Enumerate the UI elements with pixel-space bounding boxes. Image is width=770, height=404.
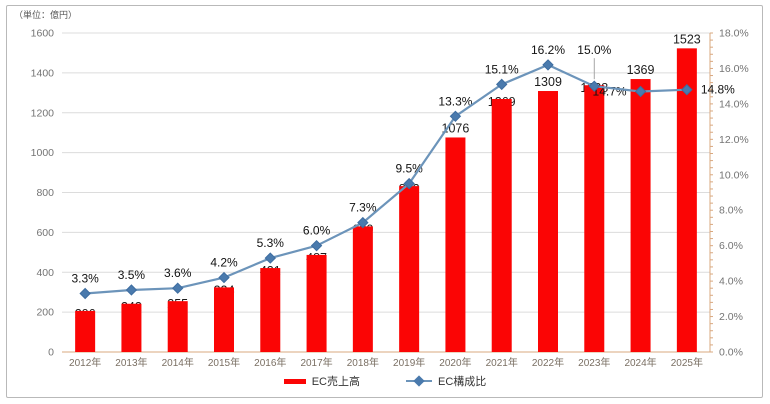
right-axis-tick: 12.0% xyxy=(719,134,749,146)
legend-item-sales: EC売上高 xyxy=(283,373,360,389)
right-axis-tick: 2.0% xyxy=(719,311,743,323)
bar-2014年 xyxy=(167,301,188,352)
ratio-label: 3.5% xyxy=(118,268,146,282)
bar-2013年 xyxy=(121,303,142,352)
diamond-marker-icon xyxy=(403,177,415,190)
diamond-marker-icon xyxy=(357,216,369,229)
legend-label-ratio: EC構成比 xyxy=(438,376,487,388)
diamond-marker-icon xyxy=(681,84,693,96)
diamond-marker-icon xyxy=(310,239,323,252)
bar-series-swatch-icon xyxy=(283,378,306,384)
x-axis-label: 2022年 xyxy=(532,356,564,369)
bar-2018年 xyxy=(352,226,373,352)
ratio-line xyxy=(84,63,688,295)
x-axis-label: 2015年 xyxy=(208,356,240,369)
legend-label-sales: EC売上高 xyxy=(311,376,360,388)
left-axis-tick: 1400 xyxy=(31,67,55,79)
ratio-label: 6.0% xyxy=(303,224,331,238)
unit-label: （単位：億円） xyxy=(14,10,78,20)
ratio-label: 3.6% xyxy=(164,266,192,280)
diamond-marker-icon xyxy=(172,282,184,294)
x-axis-label: 2012年 xyxy=(69,356,101,369)
bar-value-label: 1523 xyxy=(673,32,701,46)
diamond-marker-icon xyxy=(125,284,138,296)
diamond-marker-icon xyxy=(496,78,508,91)
bar-2012年 xyxy=(75,310,96,352)
ratio-label: 3.3% xyxy=(71,272,99,286)
left-axis-tick: 1000 xyxy=(31,147,55,159)
right-axis-tick: 18.0% xyxy=(719,28,749,40)
bar-2023年 xyxy=(584,85,605,352)
bar-2022年 xyxy=(538,91,558,352)
diamond-marker-icon xyxy=(264,252,276,264)
diamond-marker-icon xyxy=(449,110,462,123)
diamond-marker-icon xyxy=(588,80,600,92)
bar-2025年 xyxy=(676,48,697,353)
right-axis-tick: 0.0% xyxy=(719,347,743,359)
right-axis-tick: 10.0% xyxy=(719,169,749,181)
bar-2024年 xyxy=(630,79,651,352)
left-axis-tick: 1600 xyxy=(31,28,55,40)
diamond-marker-icon xyxy=(634,85,647,98)
x-axis-label: 2013年 xyxy=(115,356,147,369)
right-axis-tick: 14.0% xyxy=(719,98,749,110)
x-axis-label: 2021年 xyxy=(486,356,518,369)
right-axis-tick: 4.0% xyxy=(719,276,743,288)
bar-value-label: 1309 xyxy=(534,75,562,89)
left-axis-tick: 1200 xyxy=(31,107,55,119)
ratio-label: 14.8% xyxy=(701,83,735,97)
diamond-marker-icon xyxy=(542,59,554,71)
right-axis-tick: 6.0% xyxy=(719,240,743,252)
bar-2019年 xyxy=(399,186,420,352)
left-axis-tick: 200 xyxy=(36,307,54,319)
x-axis-label: 2024年 xyxy=(624,356,656,369)
bar-2017年 xyxy=(306,254,327,352)
right-axis-tick: 16.0% xyxy=(719,63,749,75)
x-axis-label: 2016年 xyxy=(254,356,286,369)
ratio-label: 16.2% xyxy=(531,43,565,57)
x-axis-label: 2023年 xyxy=(578,356,610,369)
legend-item-ratio: EC構成比 xyxy=(406,373,486,389)
ratio-label: 15.0% xyxy=(577,43,611,57)
line-series-swatch-icon xyxy=(406,374,432,387)
x-axis-label: 2019年 xyxy=(393,356,425,369)
ratio-label: 5.3% xyxy=(257,236,285,250)
x-axis-label: 2017年 xyxy=(300,356,332,369)
diamond-marker-icon xyxy=(218,271,230,284)
ratio-label: 15.1% xyxy=(485,62,519,76)
bar-2016年 xyxy=(260,268,281,352)
x-axis-label: 2025年 xyxy=(671,356,703,369)
ratio-label: 7.3% xyxy=(349,201,377,215)
left-axis-tick: 800 xyxy=(36,187,54,199)
ratio-label: 4.2% xyxy=(210,256,238,270)
bar-2021年 xyxy=(491,98,512,352)
left-axis-tick: 600 xyxy=(36,227,54,239)
x-axis-label: 2014年 xyxy=(162,356,194,369)
x-axis-label: 2018年 xyxy=(347,356,379,369)
diamond-marker-icon xyxy=(79,287,91,300)
left-axis-tick: 0 xyxy=(48,347,54,359)
bar-2015年 xyxy=(214,287,234,352)
x-axis-label: 2020年 xyxy=(439,356,471,369)
chart-legend: EC売上高 EC構成比 xyxy=(0,373,770,389)
bar-value-label: 1369 xyxy=(627,63,655,77)
diamond-marker-icon xyxy=(413,374,425,387)
right-axis-tick: 8.0% xyxy=(719,205,743,217)
ratio-label: 13.3% xyxy=(438,94,472,108)
bar-2020年 xyxy=(445,137,466,352)
left-axis-tick: 400 xyxy=(36,267,54,279)
